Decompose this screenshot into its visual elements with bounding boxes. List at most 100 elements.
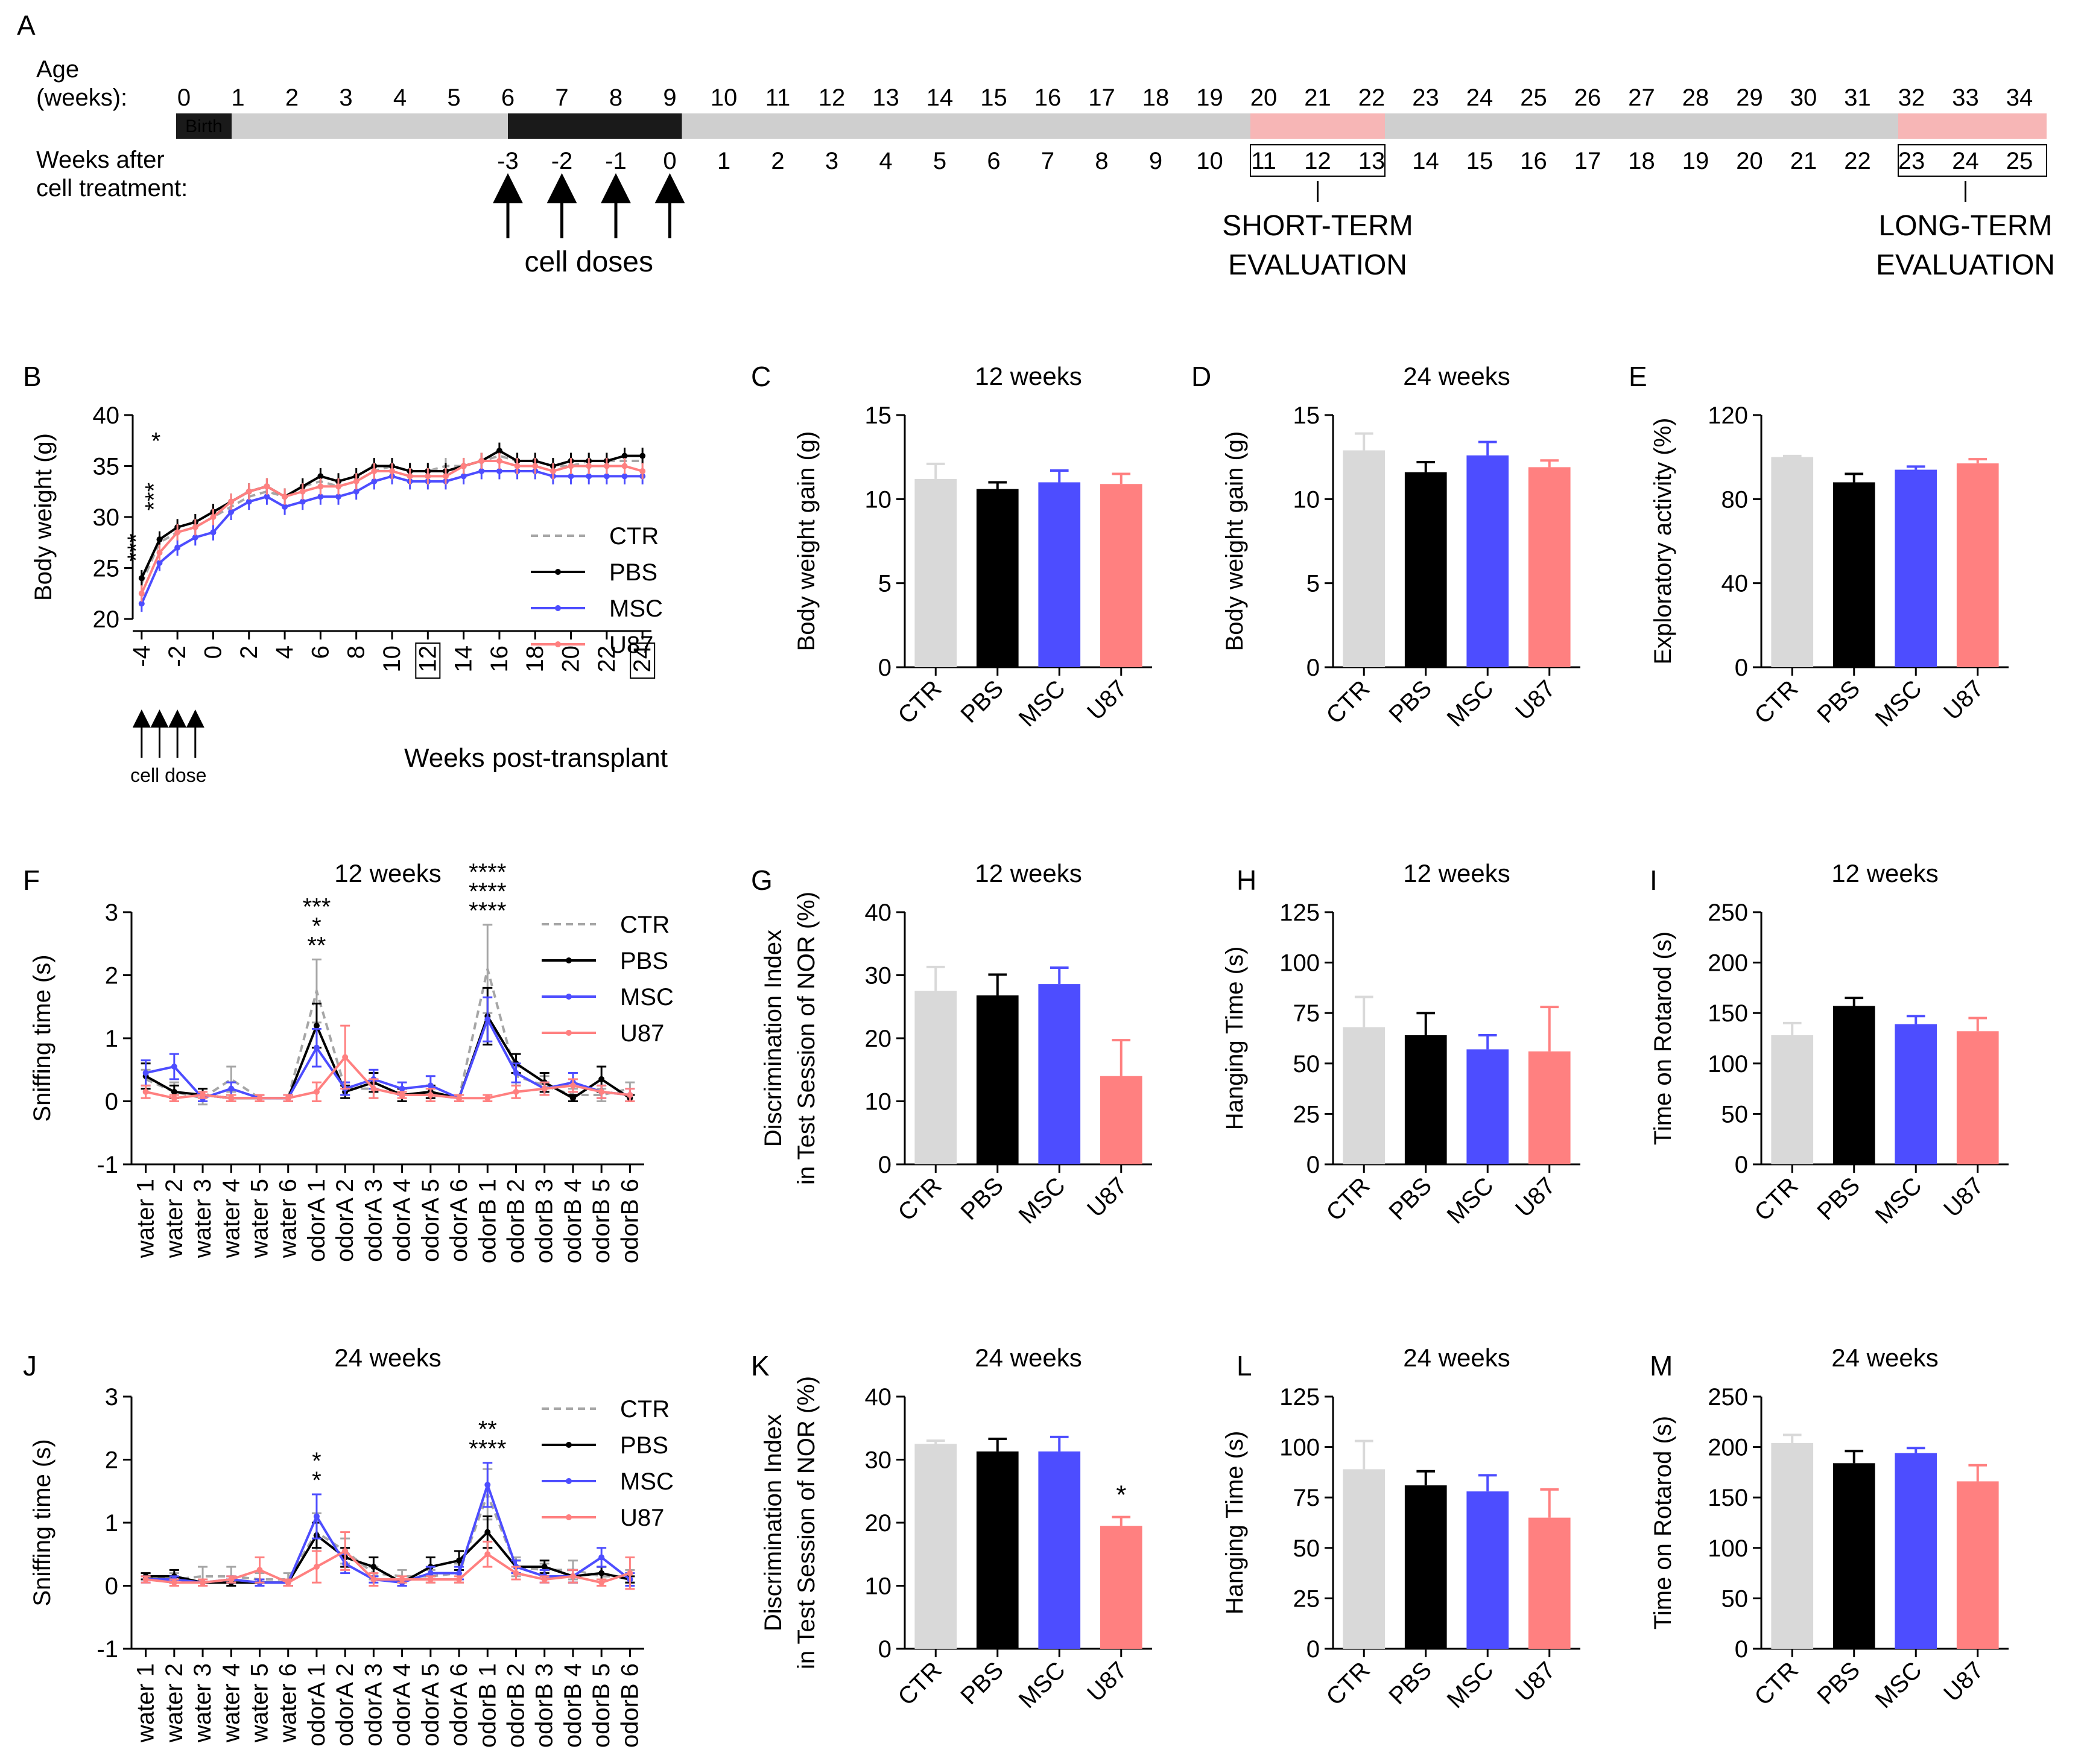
weeks-after-tick: 0 bbox=[663, 148, 676, 174]
x-tick-label: MSC bbox=[1870, 1657, 1927, 1713]
y-tick-label: 30 bbox=[865, 963, 892, 989]
x-tick-label: MSC bbox=[1442, 1172, 1499, 1229]
age-tick: 3 bbox=[339, 84, 352, 111]
data-point-PBS bbox=[598, 1570, 605, 1576]
data-point-MSC bbox=[299, 498, 306, 505]
x-tick-label: CTR bbox=[1749, 1657, 1803, 1710]
y-axis-label: Sniffing time (s) bbox=[29, 1439, 55, 1606]
age-tick: 30 bbox=[1790, 84, 1817, 111]
data-point-U87 bbox=[353, 478, 359, 484]
series-line-MSC bbox=[145, 1481, 631, 1584]
data-point-U87 bbox=[627, 1092, 633, 1099]
data-point-U87 bbox=[245, 488, 252, 495]
y-tick-label: 20 bbox=[93, 606, 120, 633]
data-point-MSC bbox=[399, 1085, 405, 1092]
bar-U87 bbox=[1956, 1481, 1999, 1649]
y-tick-label: 50 bbox=[1721, 1585, 1749, 1612]
weeks-after-tick: 5 bbox=[933, 148, 946, 174]
significance-mark: **** bbox=[469, 1436, 506, 1462]
x-tick-label: odorA 6 bbox=[446, 1179, 472, 1262]
data-point-U87 bbox=[639, 468, 646, 474]
chart-title: 24 weeks bbox=[1831, 1344, 1938, 1372]
x-tick-label: odorA 4 bbox=[389, 1179, 416, 1262]
bar-MSC bbox=[1466, 455, 1509, 667]
data-point-U87 bbox=[256, 1095, 263, 1102]
y-tick-label: 50 bbox=[1293, 1051, 1320, 1077]
data-point-U87 bbox=[282, 493, 288, 500]
x-tick-label: PBS bbox=[955, 1657, 1009, 1710]
y-tick-label: -1 bbox=[97, 1152, 118, 1178]
data-point-U87 bbox=[513, 1088, 519, 1095]
panel-letter-A: A bbox=[17, 10, 36, 41]
chart-title: 12 weeks bbox=[1403, 859, 1510, 887]
data-point-MSC bbox=[192, 534, 198, 541]
y-tick-label: 200 bbox=[1708, 950, 1748, 977]
y-tick-label: 75 bbox=[1293, 1485, 1320, 1511]
y-tick-label: 0 bbox=[878, 1636, 892, 1663]
age-tick: 7 bbox=[555, 84, 568, 111]
y-tick-label: 30 bbox=[865, 1447, 892, 1474]
y-axis-label: in Test Session of NOR (%) bbox=[793, 1376, 820, 1669]
birth-box bbox=[176, 113, 232, 139]
series-line-PBS bbox=[145, 1530, 630, 1584]
legend-label: U87 bbox=[620, 1505, 664, 1531]
x-tick-label: PBS bbox=[1812, 1657, 1865, 1710]
x-tick-label: PBS bbox=[1384, 1172, 1437, 1225]
weeks-after-sublabel: cell treatment: bbox=[36, 175, 188, 201]
age-tick: 27 bbox=[1628, 84, 1655, 111]
data-point-U87 bbox=[313, 1564, 320, 1570]
data-point-U87 bbox=[174, 529, 181, 536]
legend-label: MSC bbox=[620, 984, 674, 1010]
x-axis-label: Weeks post-transplant bbox=[404, 743, 668, 773]
x-tick-label: U87 bbox=[1510, 675, 1560, 725]
bar-MSC bbox=[1895, 1453, 1937, 1649]
data-point-U87 bbox=[621, 463, 628, 469]
data-point-MSC bbox=[245, 498, 252, 505]
data-point-MSC bbox=[138, 600, 145, 607]
y-tick-label: 0 bbox=[1306, 655, 1320, 681]
x-tick-label: U87 bbox=[1082, 1172, 1132, 1222]
data-point-PBS bbox=[621, 452, 628, 459]
data-point-U87 bbox=[513, 1570, 519, 1576]
weeks-after-tick: 9 bbox=[1149, 148, 1162, 174]
bar-PBS bbox=[976, 1451, 1019, 1649]
x-tick-label: U87 bbox=[1082, 675, 1132, 725]
chart-title: 24 weeks bbox=[975, 1344, 1082, 1372]
data-point-MSC bbox=[171, 1064, 177, 1070]
age-tick: 34 bbox=[2006, 84, 2033, 111]
data-point-U87 bbox=[192, 524, 198, 530]
panel-letter-L: L bbox=[1237, 1350, 1252, 1382]
x-tick-label: odorB 1 bbox=[474, 1663, 501, 1748]
data-point-U87 bbox=[478, 458, 485, 465]
y-tick-label: 0 bbox=[1735, 655, 1748, 681]
y-tick-label: 10 bbox=[865, 1089, 892, 1115]
data-point-MSC bbox=[598, 1554, 605, 1561]
data-point-U87 bbox=[427, 1092, 434, 1099]
legend-label: PBS bbox=[620, 948, 668, 974]
x-tick-label: 2 bbox=[236, 646, 262, 659]
bar-U87 bbox=[1100, 1526, 1142, 1649]
x-tick-label: U87 bbox=[1510, 1172, 1560, 1222]
x-tick-label: odorA 5 bbox=[417, 1663, 444, 1747]
y-tick-label: 0 bbox=[1306, 1636, 1320, 1663]
cell-doses-label: cell doses bbox=[525, 246, 653, 278]
bar-PBS bbox=[1832, 482, 1875, 667]
weeks-after-tick: 23 bbox=[1898, 148, 1925, 174]
y-tick-label: 3 bbox=[105, 899, 118, 926]
data-point-U87 bbox=[200, 1579, 206, 1586]
legend-marker-U87 bbox=[566, 1030, 572, 1036]
data-point-U87 bbox=[427, 1576, 434, 1583]
bar-U87 bbox=[1528, 467, 1571, 667]
x-tick-label: water 1 bbox=[133, 1179, 159, 1258]
x-tick-label: 24 bbox=[629, 646, 656, 673]
chart-title: 12 weeks bbox=[975, 362, 1082, 390]
data-point-U87 bbox=[484, 1095, 491, 1102]
x-tick-label: CTR bbox=[1321, 1657, 1375, 1710]
data-point-MSC bbox=[282, 504, 288, 510]
panel-M: M 0 50 100 150 200 250 24 weeks Time on Rotarod … bbox=[1650, 1344, 2009, 1713]
bar-MSC bbox=[1038, 984, 1081, 1164]
age-tick: 4 bbox=[393, 84, 407, 111]
short-term-label-1: SHORT-TERM bbox=[1222, 210, 1413, 242]
